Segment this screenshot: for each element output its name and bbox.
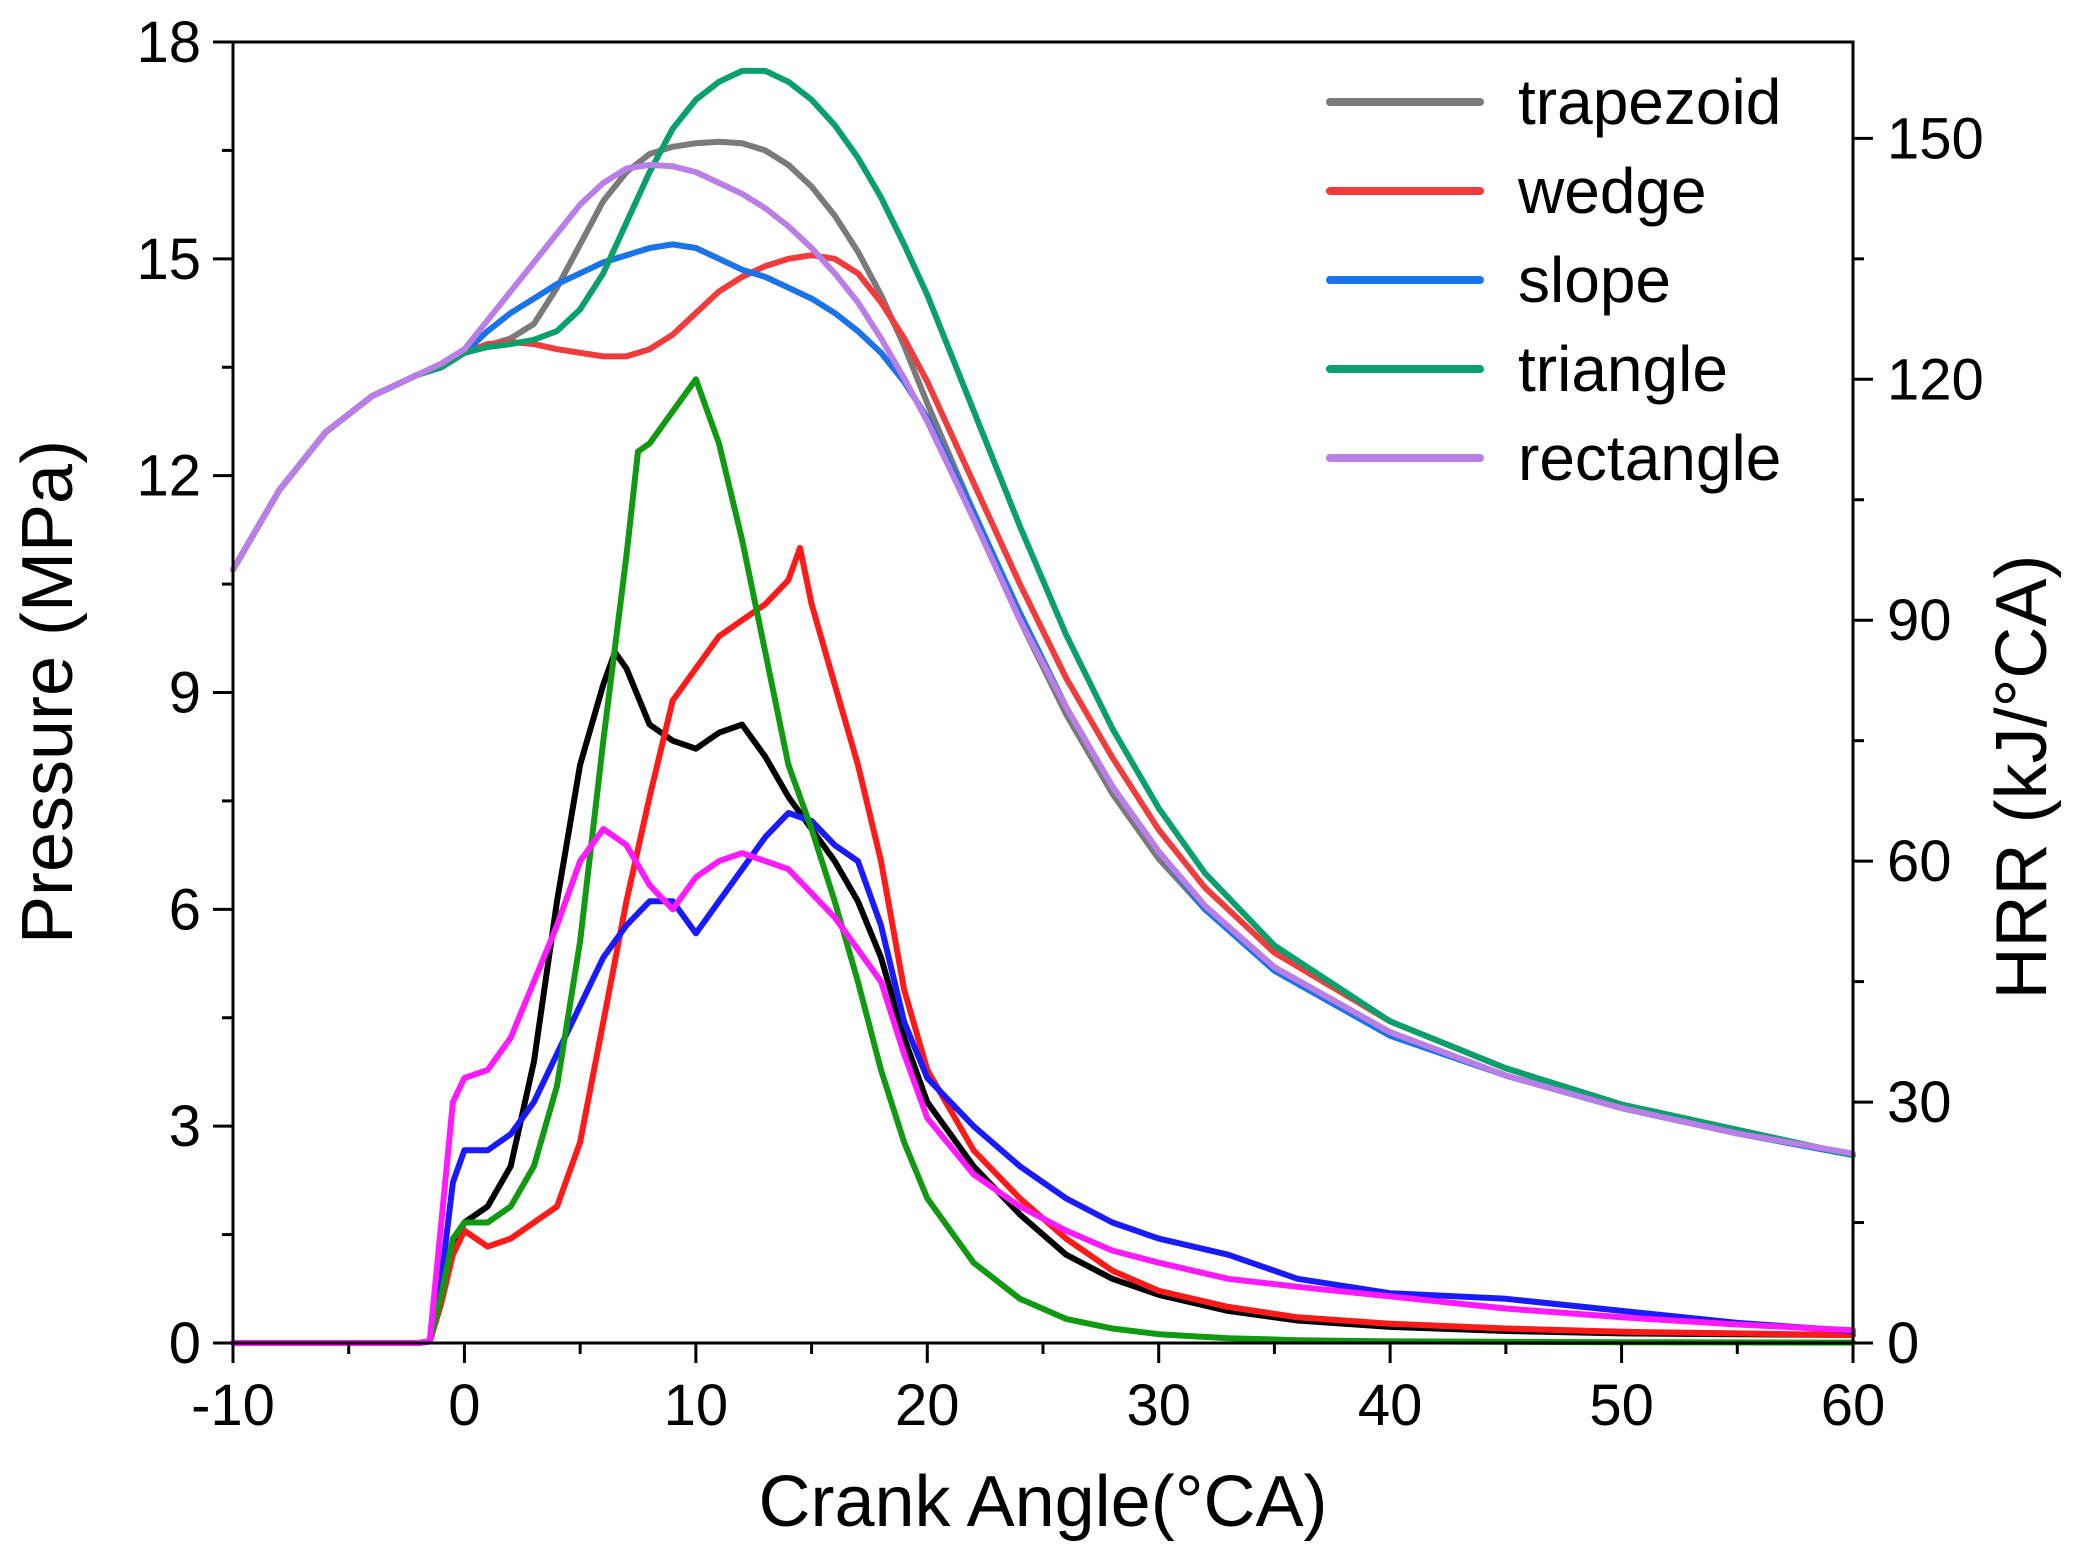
x-tick-label: 60	[1821, 1373, 1886, 1438]
y-left-tick-label: 15	[136, 227, 201, 292]
legend-label-trapezoid: trapezoid	[1518, 66, 1781, 138]
y-right-tick-label: 150	[1887, 106, 1984, 171]
y-right-tick-label: 60	[1887, 829, 1952, 894]
x-tick-label: 20	[895, 1373, 960, 1438]
y-left-tick-label: 6	[169, 877, 201, 942]
y-axis-title-left: Pressure (MPa)	[8, 440, 88, 944]
legend: trapezoid wedge slope triangle rectangle	[1326, 66, 1781, 494]
hrr-line-3	[230, 810, 1856, 1346]
legend-label-triangle: triangle	[1518, 333, 1728, 405]
legend-label-wedge: wedge	[1517, 155, 1707, 227]
y-right-tick-label: 120	[1887, 347, 1984, 412]
y-left-tick-label: 18	[136, 10, 201, 75]
x-tick-label: 40	[1358, 1373, 1423, 1438]
y-left-tick-label: 3	[169, 1094, 201, 1159]
y-left-tick-label: 9	[169, 661, 201, 726]
x-tick-label: 50	[1589, 1373, 1654, 1438]
y-axis-title-right: HRR (kJ/°CA)	[1982, 555, 2062, 1000]
pressure-line-rectangle	[230, 161, 1856, 1157]
legend-label-slope: slope	[1518, 244, 1671, 316]
hrr-line-2	[230, 544, 1856, 1346]
x-tick-label: 0	[448, 1373, 480, 1438]
hrr-line-4	[230, 376, 1856, 1346]
y-left-tick-label: 12	[136, 444, 201, 509]
x-tick-label: -10	[191, 1373, 275, 1438]
plot-lines	[230, 67, 1856, 1346]
hrr-line-5	[230, 826, 1856, 1346]
y-right-tick-label: 30	[1887, 1070, 1952, 1135]
x-axis-title: Crank Angle(°CA)	[758, 1462, 1327, 1542]
pressure-line-triangle	[230, 67, 1856, 1159]
x-tick-label: 10	[664, 1373, 729, 1438]
y-left-tick-label: 0	[169, 1311, 201, 1376]
y-right-tick-label: 0	[1887, 1311, 1919, 1376]
y-right-tick-label: 90	[1887, 588, 1952, 653]
legend-label-rectangle: rectangle	[1518, 422, 1781, 494]
x-tick-label: 30	[1126, 1373, 1191, 1438]
hrr-line-1	[230, 649, 1856, 1346]
